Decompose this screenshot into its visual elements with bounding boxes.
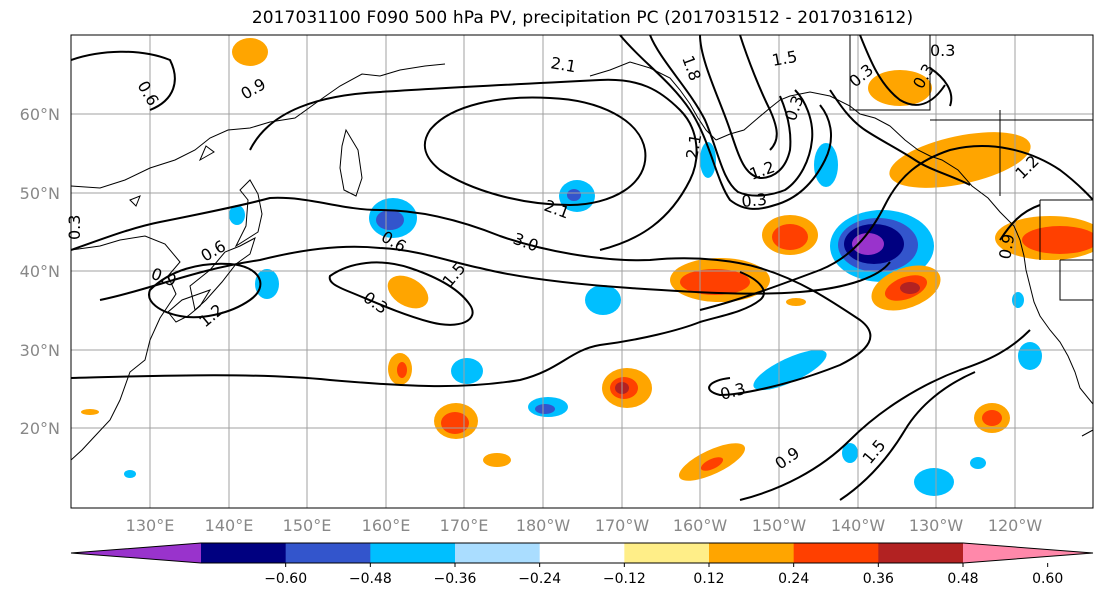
colorbar-tick-label: −0.12: [603, 571, 646, 587]
lon-label: 130°E: [126, 516, 175, 535]
contour-label: 0.3: [741, 190, 768, 211]
colorbar-swatch: [539, 543, 625, 563]
colorbar-extend-high: [963, 543, 1093, 563]
colorbar-tick-label: −0.48: [349, 571, 392, 587]
lat-label: 40°N: [20, 262, 60, 281]
colorbar-outline: [70, 542, 1094, 564]
colorbar-tick-label: −0.24: [518, 571, 561, 587]
contour-label: 2.1: [682, 132, 705, 160]
colorbar-swatch: [624, 543, 710, 563]
map-title: 2017031100 F090 500 hPa PV, precipitatio…: [251, 8, 914, 28]
lon-label: 170°E: [440, 516, 489, 535]
pv-contours: [71, 35, 1093, 501]
map-frame: [70, 34, 1094, 509]
lon-label: 170°W: [595, 516, 650, 535]
lon-label: 140°W: [831, 516, 886, 535]
lon-label: 120°W: [988, 516, 1043, 535]
colorbar-tick-label: −0.60: [264, 571, 307, 587]
colorbar-extend-low: [71, 543, 201, 563]
colorbar-swatch: [285, 543, 371, 563]
colorbar-tick-label: 0.12: [693, 571, 724, 587]
colorbar-swatch: [878, 543, 964, 563]
colorbar-tick-label: −0.36: [434, 571, 477, 587]
lat-label: 30°N: [20, 341, 60, 360]
lon-label: 160°E: [362, 516, 411, 535]
colorbar-tick-label: 0.60: [1032, 571, 1063, 587]
colorbar-swatch: [455, 543, 541, 563]
lon-label: 140°E: [205, 516, 254, 535]
lon-axis: 130°E 140°E 150°E 160°E 170°E 180°W 170°…: [126, 516, 1043, 535]
coastlines: [71, 35, 1093, 461]
colorbar-swatch: [709, 543, 795, 563]
lat-axis: 60°N 50°N 40°N 30°N 20°N: [20, 105, 60, 438]
lon-label: 180°W: [516, 516, 571, 535]
lon-label: 150°W: [752, 516, 807, 535]
gridlines: [71, 35, 1093, 508]
colorbar: −0.60 −0.48 −0.36 −0.24 −0.12 0.12 0.24 0.36 0.4…: [70, 542, 1094, 587]
colorbar-tick-label: 0.36: [863, 571, 894, 587]
colorbar-swatch: [370, 543, 456, 563]
colorbar-swatch: [793, 543, 879, 563]
lat-label: 60°N: [20, 105, 60, 124]
contour-label: 0.9: [995, 232, 1018, 260]
contour-label: 2.1: [549, 53, 577, 76]
colorbar-tick-label: 0.48: [947, 571, 978, 587]
contour-label: 1.5: [770, 47, 798, 70]
colorbar-tick-label: 0.24: [778, 571, 809, 587]
lon-label: 160°W: [673, 516, 728, 535]
lon-label: 150°E: [283, 516, 332, 535]
lat-label: 20°N: [20, 419, 60, 438]
lon-label: 130°W: [909, 516, 964, 535]
contour-label: 0.3: [65, 215, 84, 240]
contour-label: 0.3: [930, 41, 955, 60]
colorbar-swatch: [201, 543, 287, 563]
lat-label: 50°N: [20, 184, 60, 203]
